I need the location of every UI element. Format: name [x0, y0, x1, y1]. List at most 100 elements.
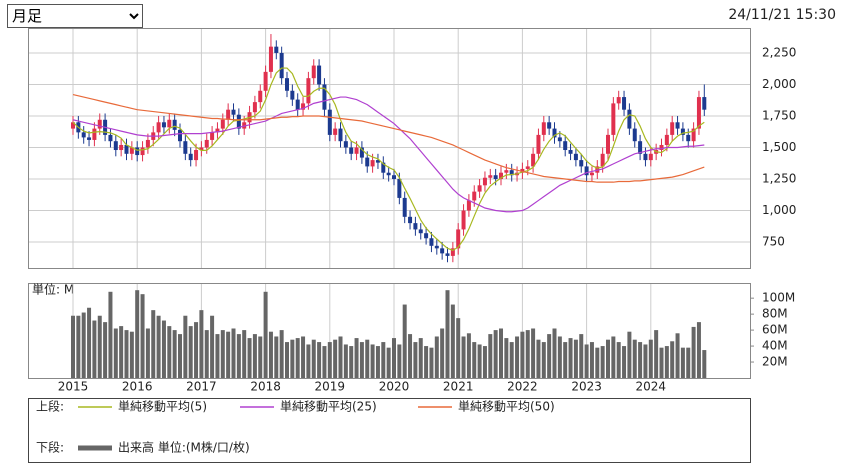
- timestamp: 24/11/21 15:30: [728, 7, 836, 23]
- volume-bar: [306, 344, 311, 378]
- volume-bar: [424, 346, 429, 378]
- y-tick-label: 60M: [762, 323, 788, 337]
- volume-bar: [579, 334, 584, 378]
- volume-bar: [648, 339, 653, 378]
- volume-bar: [81, 312, 86, 378]
- candle-body: [563, 141, 568, 151]
- volume-bar: [482, 346, 487, 378]
- candle-body: [274, 46, 279, 53]
- candle-body: [258, 90, 263, 103]
- candle-body: [375, 160, 380, 163]
- volume-bar: [124, 330, 129, 378]
- volume-bar: [135, 290, 140, 378]
- volume-bar: [92, 320, 97, 378]
- x-tick-label: 2016: [122, 380, 153, 394]
- volume-bar: [696, 322, 701, 378]
- candle-body: [573, 153, 578, 161]
- candle-body: [638, 141, 643, 154]
- candle-body: [359, 147, 364, 158]
- candle-body: [397, 179, 402, 198]
- candle-body: [113, 141, 118, 151]
- candle-body: [311, 65, 316, 79]
- volume-bar: [413, 342, 418, 378]
- candle-body: [606, 134, 610, 154]
- candle-body: [589, 172, 594, 176]
- volume-bar: [333, 339, 338, 378]
- y-tick-label: 20M: [762, 355, 788, 369]
- x-tick-label: 2017: [186, 380, 217, 394]
- candle-body: [370, 160, 375, 167]
- volume-bar: [557, 336, 562, 378]
- x-tick-label: 2018: [250, 380, 281, 394]
- candle-body: [295, 99, 300, 110]
- volume-bar: [493, 330, 498, 378]
- candle-body: [531, 153, 536, 167]
- candle-body: [349, 147, 354, 154]
- candle-body: [568, 150, 573, 154]
- volume-bar: [172, 330, 177, 378]
- volume-bar: [279, 330, 284, 378]
- volume-bar: [563, 342, 568, 378]
- candle-body: [92, 128, 97, 140]
- candle-body: [499, 172, 503, 180]
- volume-bar: [161, 320, 166, 378]
- y-tick-label: 1,750: [762, 108, 796, 122]
- ma-line: [72, 93, 705, 183]
- candle-body: [145, 139, 150, 148]
- volume-bar: [113, 328, 118, 378]
- candle-body: [87, 137, 92, 140]
- volume-bar: [274, 336, 279, 378]
- candle-body: [611, 103, 616, 135]
- volume-bar: [247, 338, 252, 378]
- candle-body: [210, 132, 215, 140]
- candle-body: [317, 65, 322, 85]
- y-tick-label: 1,500: [762, 140, 796, 154]
- candle-body: [434, 245, 439, 249]
- volume-bar: [509, 342, 514, 378]
- volume-bar: [466, 333, 471, 378]
- volume-bar: [285, 342, 289, 378]
- candle-body: [488, 175, 493, 178]
- volume-bar: [290, 339, 295, 378]
- volume-bar: [525, 330, 530, 378]
- period-select[interactable]: 月足: [7, 4, 143, 28]
- candle-body: [408, 216, 413, 224]
- volume-bar: [108, 291, 113, 378]
- volume-bar: [129, 331, 134, 378]
- candle-body: [670, 122, 675, 135]
- volume-bar: [408, 334, 413, 378]
- y-tick-label: 2,250: [762, 45, 796, 59]
- volume-bar: [210, 315, 215, 378]
- candle-body: [204, 139, 209, 148]
- volume-bar: [359, 342, 364, 378]
- volume-bar: [520, 331, 525, 378]
- volume-bar: [686, 347, 691, 378]
- legend-box: [28, 398, 751, 463]
- candle-body: [456, 229, 461, 249]
- volume-bar: [456, 318, 461, 378]
- legend-entry: 単純移動平均(25): [280, 400, 377, 414]
- candle-body: [172, 119, 177, 130]
- candle-body: [402, 197, 407, 217]
- candle-body: [199, 147, 204, 151]
- candle-body: [124, 144, 129, 154]
- candle-body: [327, 109, 332, 135]
- candle-body: [525, 166, 530, 169]
- candle-body: [140, 147, 145, 156]
- candle-body: [472, 191, 477, 201]
- y-tick-label: 1,000: [762, 203, 796, 217]
- candle-body: [285, 78, 289, 91]
- candle-body: [135, 147, 140, 156]
- volume-bar: [258, 336, 263, 378]
- volume-bar: [589, 342, 594, 378]
- candle-body: [81, 132, 86, 138]
- volume-bar: [301, 336, 306, 378]
- candle-body: [97, 119, 102, 129]
- volume-bar: [87, 307, 92, 378]
- candle-body: [119, 144, 124, 151]
- candle-body: [188, 153, 193, 161]
- volume-bar: [392, 338, 396, 378]
- volume-bar: [397, 344, 402, 378]
- candle-body: [263, 71, 268, 91]
- volume-bar: [215, 334, 220, 378]
